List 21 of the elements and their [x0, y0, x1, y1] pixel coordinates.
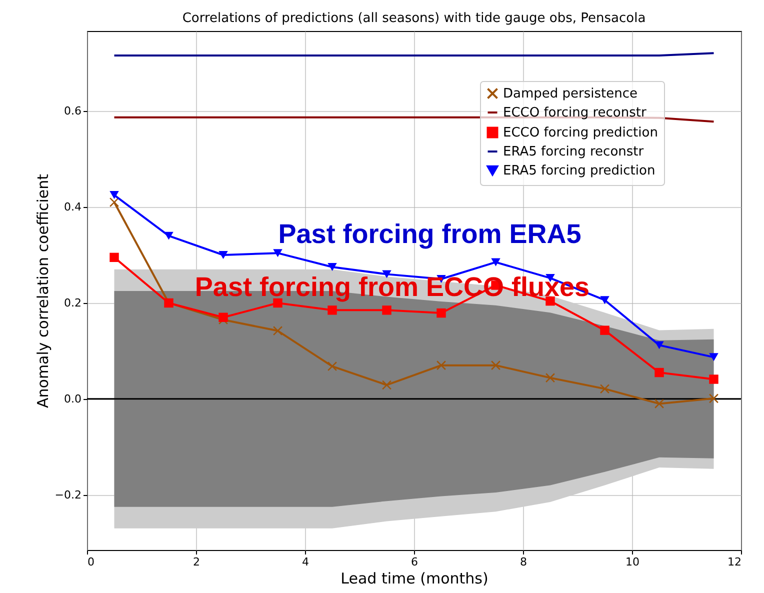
- y-tick-label: 0.2: [64, 296, 82, 310]
- x-tick-label: 4: [302, 556, 309, 568]
- x-tick-label: 10: [626, 556, 640, 568]
- legend-label: ECCO forcing prediction: [503, 126, 658, 140]
- y-axis-title: Anomaly correlation coefficient: [34, 174, 52, 408]
- legend-label: ERA5 forcing reconstr: [503, 144, 644, 160]
- legend-label: ECCO forcing reconstr: [503, 106, 647, 120]
- legend-label: Damped persistence: [503, 86, 638, 102]
- y-tick-label: 0.0: [64, 392, 82, 406]
- annotation: Past forcing from ERA5: [278, 218, 582, 249]
- x-tick-label: 6: [411, 556, 418, 568]
- y-tick-label: 0.4: [64, 200, 82, 214]
- x-tick-label: 2: [193, 556, 200, 568]
- x-tick-label: 12: [728, 556, 742, 568]
- chart-title: Correlations of predictions (all seasons) with tide gauge obs, Pensacola: [182, 11, 646, 26]
- legend-label: ERA5 forcing prediction: [503, 164, 656, 178]
- x-axis-title: Lead time (months): [340, 570, 488, 588]
- y-tick-label: 0.6: [64, 104, 82, 118]
- x-tick-label: 8: [520, 556, 527, 568]
- x-tick-label: 0: [88, 556, 94, 568]
- y-tick-label: −0.2: [54, 488, 82, 502]
